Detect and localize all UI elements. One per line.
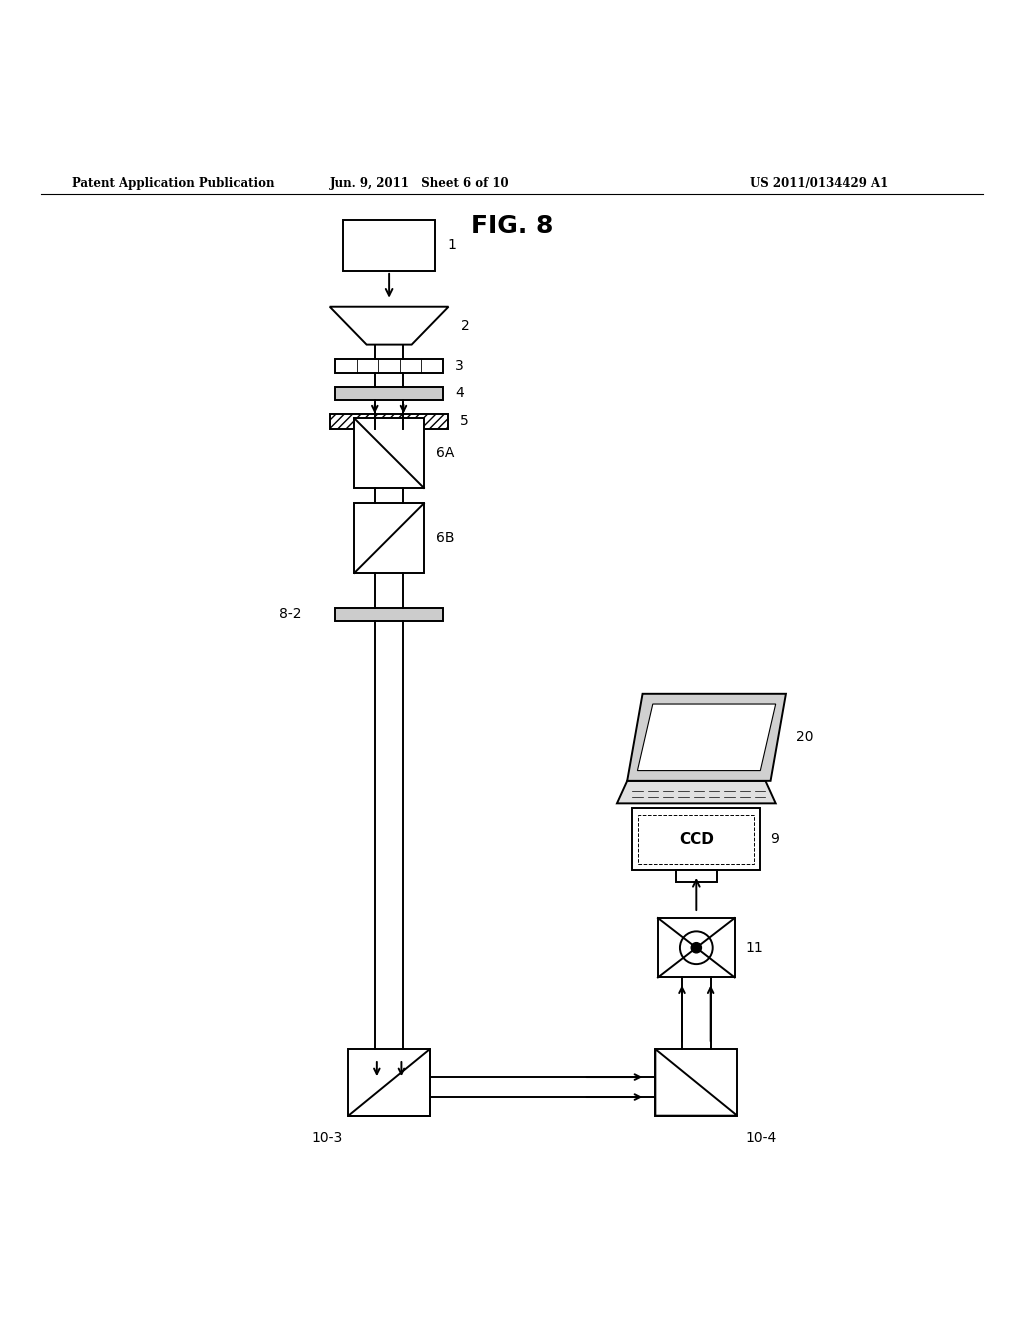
Text: 2: 2 bbox=[461, 318, 470, 333]
Text: 11: 11 bbox=[745, 941, 763, 954]
Text: 10-3: 10-3 bbox=[311, 1131, 343, 1146]
Text: FIG. 8: FIG. 8 bbox=[471, 214, 553, 238]
Text: 20: 20 bbox=[797, 730, 814, 744]
Text: 6B: 6B bbox=[436, 531, 455, 545]
Text: Patent Application Publication: Patent Application Publication bbox=[72, 177, 274, 190]
Polygon shape bbox=[655, 1049, 737, 1115]
Bar bbox=[676, 870, 717, 882]
Polygon shape bbox=[348, 1049, 430, 1115]
Polygon shape bbox=[627, 694, 786, 781]
Text: 3: 3 bbox=[455, 359, 464, 374]
Text: 9: 9 bbox=[771, 832, 779, 846]
Text: 4: 4 bbox=[455, 387, 464, 400]
Bar bbox=[343, 219, 435, 271]
Text: CCD: CCD bbox=[679, 832, 714, 846]
Bar bbox=[354, 503, 424, 573]
Text: Jun. 9, 2011   Sheet 6 of 10: Jun. 9, 2011 Sheet 6 of 10 bbox=[330, 177, 510, 190]
Polygon shape bbox=[616, 781, 776, 804]
Polygon shape bbox=[637, 704, 776, 771]
Bar bbox=[639, 814, 754, 863]
Bar bbox=[348, 1049, 430, 1115]
Polygon shape bbox=[330, 306, 449, 345]
Bar bbox=[354, 418, 424, 488]
Bar bbox=[658, 917, 735, 977]
Text: 6A: 6A bbox=[436, 446, 455, 461]
Bar bbox=[633, 808, 760, 870]
Bar bbox=[336, 387, 442, 400]
Bar bbox=[655, 1049, 737, 1115]
Text: 10-4: 10-4 bbox=[745, 1131, 777, 1146]
Bar bbox=[336, 359, 442, 374]
Bar bbox=[336, 607, 442, 622]
Text: 8-2: 8-2 bbox=[279, 607, 301, 622]
Circle shape bbox=[691, 942, 701, 953]
Text: 1: 1 bbox=[447, 239, 457, 252]
Bar bbox=[330, 414, 449, 429]
Text: 5: 5 bbox=[461, 414, 469, 429]
Text: US 2011/0134429 A1: US 2011/0134429 A1 bbox=[750, 177, 889, 190]
